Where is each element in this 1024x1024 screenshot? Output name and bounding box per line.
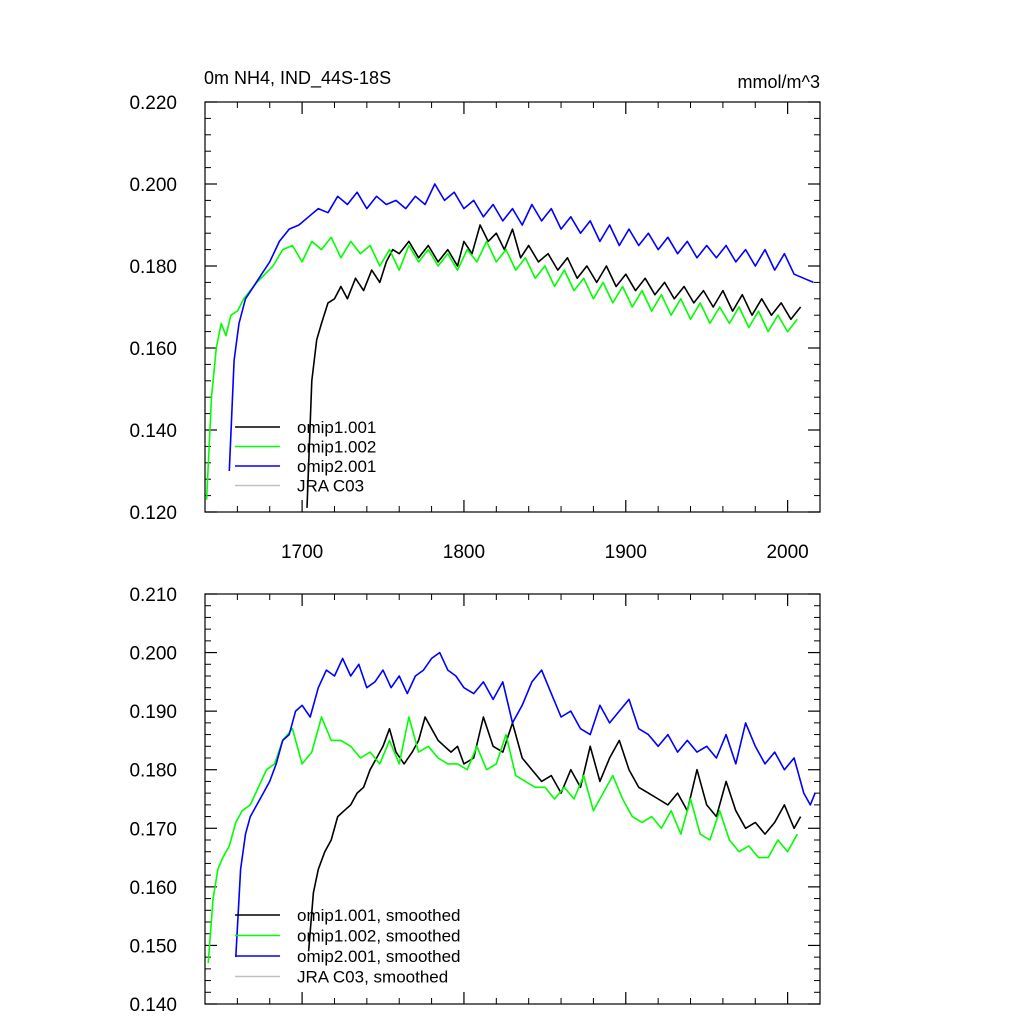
top-ytick-label: 0.200 — [129, 175, 177, 196]
bottom-ytick-label: 0.190 — [129, 702, 177, 723]
top-ytick-label: 0.160 — [129, 339, 177, 360]
bottom-legend-label-2: omip2.001, smoothed — [297, 947, 461, 966]
top-ytick-label: 0.120 — [129, 503, 177, 524]
top-ytick-label: 0.180 — [129, 257, 177, 278]
bottom-legend-label-1: omip1.002, smoothed — [297, 927, 461, 946]
top-panel-units: mmol/m^3 — [738, 72, 820, 92]
top-legend-label-0: omip1.001 — [297, 418, 376, 437]
top-plot-frame — [204, 101, 821, 513]
bottom-series-line-2 — [235, 651, 816, 958]
bottom-legend: omip1.001, smoothed omip1.002, smoothedom… — [235, 906, 461, 987]
top-series-line-2 — [228, 183, 814, 472]
top-axis-ticks: 1700 1800 1900 2000 0.120 0.140 0.160 0.180 0.20… — [129, 93, 821, 563]
top-xtick-label: 1800 — [443, 542, 485, 563]
bottom-legend-label-3: JRA C03, smoothed — [297, 968, 448, 987]
bottom-ytick-label: 0.170 — [129, 819, 177, 840]
top-xtick-label: 1700 — [281, 542, 323, 563]
bottom-ytick-label: 0.160 — [129, 878, 177, 899]
bottom-ytick-label: 0.150 — [129, 936, 177, 957]
top-legend-label-3: JRA C03 — [297, 477, 364, 496]
bottom-ytick-label: 0.140 — [129, 995, 177, 1016]
top-xtick-label: 2000 — [766, 542, 808, 563]
bottom-series-line-0 — [307, 716, 802, 952]
top-legend-label-2: omip2.001 — [297, 457, 376, 476]
top-legend-label-1: omip1.002 — [297, 438, 376, 457]
top-series-group — [205, 183, 814, 508]
bottom-ytick-label: 0.200 — [129, 644, 177, 665]
bottom-ytick-label: 0.180 — [129, 761, 177, 782]
top-ytick-label: 0.140 — [129, 421, 177, 442]
bottom-axis-ticks: 0.140 0.150 0.160 0.170 0.180 0.190 0.200 0.210 — [129, 585, 821, 1016]
bottom-ytick-label: 0.210 — [129, 585, 177, 606]
bottom-plot-frame — [204, 593, 821, 1005]
top-panel-title: 0m NH4, IND_44S-18S — [204, 68, 391, 89]
bottom-legend-label-0: omip1.001, smoothed — [297, 906, 461, 925]
top-series-line-0 — [306, 224, 802, 508]
top-ytick-label: 0.220 — [129, 93, 177, 114]
top-xtick-label: 1900 — [605, 542, 647, 563]
bottom-series-group — [207, 651, 816, 964]
top-series-line-1 — [205, 236, 798, 500]
